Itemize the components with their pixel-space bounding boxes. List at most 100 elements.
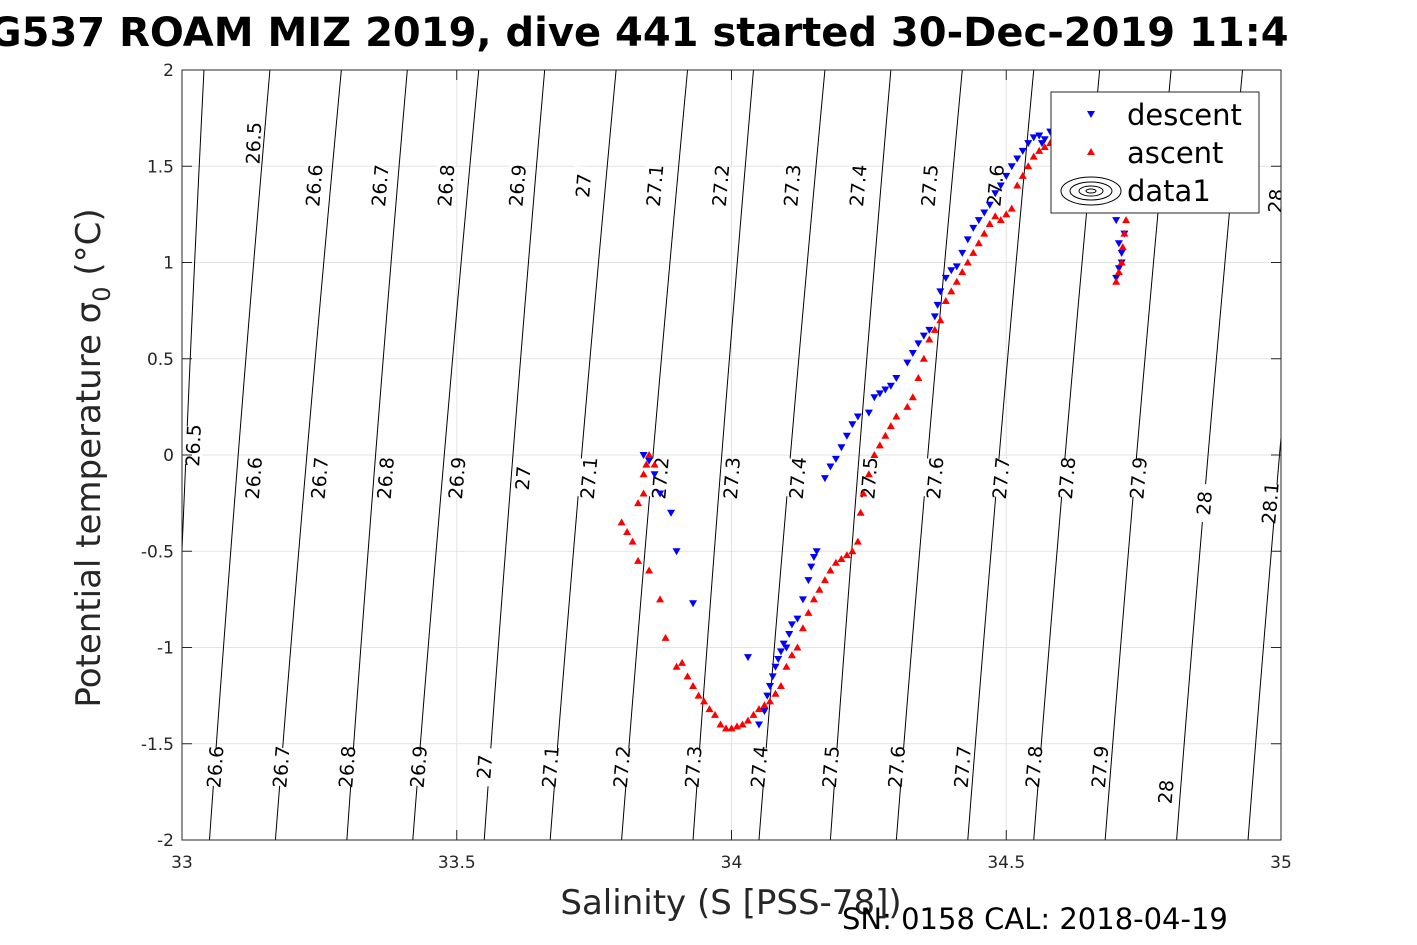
y-tick-label: -1: [157, 639, 174, 659]
ascent-point: [919, 354, 928, 362]
ascent-point: [776, 682, 785, 689]
isopycnal-label: 28: [1155, 779, 1179, 805]
isopycnal-label-mask: [785, 458, 810, 498]
ascent-point: [908, 393, 917, 401]
legend-box: [1050, 91, 1260, 214]
ascent-point: [738, 720, 747, 728]
isopycnal-label-mask: [1088, 747, 1112, 787]
isopycnal-label: 27.2: [610, 745, 636, 789]
descent-point: [870, 394, 879, 402]
descent-point: [820, 475, 829, 483]
isopycnal-label-mask: [472, 747, 496, 787]
y-tick-label: 1.5: [147, 157, 174, 177]
descent-point: [936, 288, 945, 296]
isopycnal-label: 26.9: [505, 164, 531, 208]
descent-point: [743, 654, 752, 662]
isopycnal-label-mask: [406, 747, 430, 787]
isopycnal-label-mask: [989, 458, 1013, 498]
descent-point: [1035, 132, 1044, 140]
legend-descent-label: descent: [1127, 98, 1242, 132]
isopycnal-label-mask: [884, 747, 908, 787]
ascent-point: [980, 229, 989, 237]
ascent-point: [700, 697, 709, 705]
ascent-point: [639, 489, 648, 497]
descent-point: [809, 554, 818, 562]
isopycnal-label-mask: [302, 165, 326, 206]
ascent-point: [963, 258, 972, 266]
ascent-point: [1018, 171, 1027, 179]
isopycnal-label-mask: [335, 747, 359, 787]
legend-item-data1: data1: [1060, 174, 1211, 208]
descent-point: [963, 236, 972, 244]
isopycnal-label: 26.9: [407, 745, 433, 789]
isopycnal-label: 27.2: [709, 164, 735, 208]
isopycnal-label-mask: [818, 747, 842, 787]
ascent-point: [672, 662, 681, 670]
descent-point: [1040, 136, 1049, 144]
descent-point: [952, 263, 961, 271]
ascent-point: [678, 658, 687, 666]
isopycnal-label-mask: [983, 165, 1007, 206]
ascent-point: [793, 643, 802, 651]
ascent-point: [859, 489, 868, 497]
isopycnal-label-mask: [1258, 483, 1281, 523]
isopycnal-label: 26.8: [335, 745, 360, 789]
isopycnal-label: 27.4: [747, 745, 773, 789]
isopycnal-label: 27.6: [923, 456, 949, 500]
ascent-point: [694, 691, 703, 699]
ascent-point: [732, 722, 741, 730]
isopycnal-label: 26.8: [374, 456, 399, 500]
isopycnal-label: 27: [512, 465, 536, 491]
descent-point: [991, 190, 1000, 198]
ascent-point: [809, 595, 818, 603]
descent-point: [864, 409, 873, 417]
ascent-point: [1114, 268, 1123, 276]
ascent-point: [996, 216, 1005, 224]
chart-title: SG537 ROAM MIZ 2019, dive 441 started 30…: [0, 10, 1289, 56]
descent-point: [875, 390, 884, 398]
ascent-point: [985, 220, 994, 227]
x-tick-label: 33: [171, 853, 193, 873]
descent-point: [1114, 240, 1123, 248]
isopycnal-label-mask: [1055, 458, 1079, 498]
ascent-point: [886, 422, 895, 430]
isopycnal-label: 27.3: [681, 745, 706, 789]
isopycnal-label: 26.9: [445, 456, 471, 500]
y-tick-label: 0: [163, 446, 174, 466]
ascent-point: [1040, 143, 1049, 150]
y-tick-label: 1: [163, 254, 174, 274]
descent-point: [930, 313, 939, 321]
ticks-layer: 33 33.5 34 34.5 35 2 1.5 1 0.5 0 -0.5 -1 -1.5 -2: [141, 61, 1292, 873]
descent-point: [760, 708, 769, 716]
descent-point: [1029, 134, 1038, 142]
isopycnal-label-mask: [846, 165, 870, 206]
ascent-point: [683, 672, 692, 680]
ascent-point: [804, 608, 813, 616]
isopycnal-label-mask: [642, 165, 667, 206]
ascent-point: [853, 537, 862, 545]
descent-point: [754, 721, 763, 729]
ascent-point: [787, 651, 796, 659]
legend-contour-icon: [1060, 176, 1122, 206]
descent-point: [689, 600, 698, 608]
descent-point: [639, 452, 648, 459]
descent-point: [974, 217, 983, 225]
ascent-point: [634, 556, 643, 564]
descent-point: [826, 463, 835, 471]
isopycnal-label-mask: [269, 747, 293, 787]
descent-point: [650, 471, 659, 479]
descent-point: [774, 656, 783, 664]
isopycnal-label-mask: [747, 747, 771, 787]
ascent-point: [711, 710, 720, 718]
ascent-point: [656, 595, 665, 603]
isopycnal-label: 28.1: [1258, 481, 1284, 525]
ascent-point: [705, 705, 714, 713]
descent-point: [1117, 249, 1126, 257]
descent-point: [1112, 217, 1121, 225]
descent-point: [667, 509, 676, 517]
footer-serial-calibration: SN: 0158 CAL: 2018-04-19: [842, 902, 1228, 936]
descent-point: [812, 548, 821, 556]
ascent-point: [881, 431, 890, 439]
isopycnal-line: [758, 70, 826, 840]
